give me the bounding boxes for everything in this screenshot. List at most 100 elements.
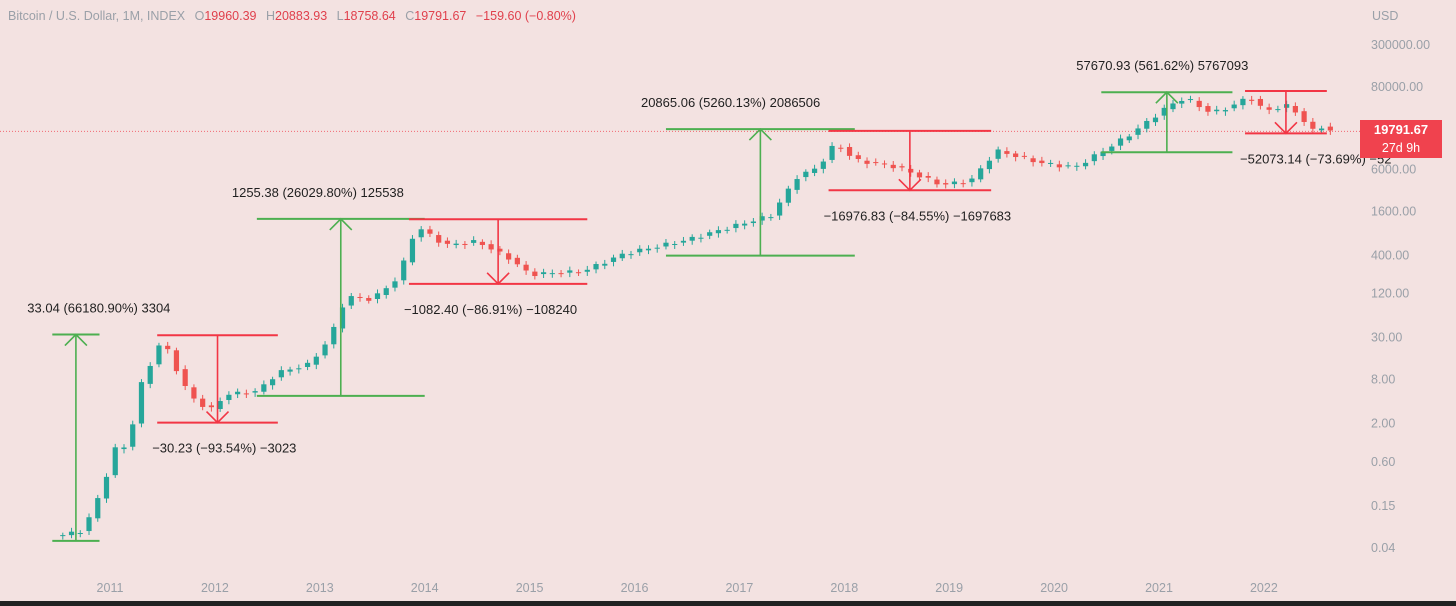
y-tick-label: 0.60 — [1371, 455, 1395, 469]
candle-body — [374, 293, 381, 299]
y-tick-label: 6000.00 — [1371, 162, 1416, 176]
x-tick-label: 2018 — [830, 581, 858, 595]
measure-label: 20865.06 (5260.13%) 2086506 — [641, 95, 820, 110]
last-price-badge: 19791.67 27d 9h — [1360, 120, 1442, 158]
candle-body — [60, 535, 66, 537]
candle-body — [1100, 151, 1106, 157]
candle-body — [1231, 104, 1237, 109]
candle-body — [1152, 117, 1159, 123]
candle-body — [820, 161, 826, 169]
candle-body — [558, 273, 564, 275]
candle-body — [1275, 109, 1281, 111]
candle-countdown: 27d 9h — [1381, 141, 1421, 155]
candle-body — [217, 401, 223, 410]
measure-arrowhead — [1274, 121, 1298, 135]
measure-arrowhead — [898, 178, 922, 192]
x-tick-label: 2021 — [1145, 581, 1173, 595]
candle-body — [610, 257, 617, 262]
candle-body — [1082, 162, 1089, 167]
candle-body — [986, 160, 993, 170]
ohlc-header: Bitcoin / U.S. Dollar, 1M, INDEX O19960.… — [8, 9, 576, 23]
candle-body — [235, 391, 241, 395]
candle-body — [715, 230, 722, 234]
candle-body — [698, 237, 704, 239]
symbol-title: Bitcoin / U.S. Dollar, 1M, INDEX — [8, 9, 186, 23]
y-tick-label: 0.04 — [1371, 541, 1395, 555]
candle-body — [1056, 164, 1062, 168]
y-tick-label: 80000.00 — [1371, 80, 1423, 94]
open-label: O — [194, 9, 205, 23]
candle-body — [934, 179, 940, 185]
candle-body — [899, 166, 905, 168]
candle-body — [803, 171, 809, 178]
candle-body — [479, 241, 485, 245]
measure-label: 33.04 (66180.90%) 3304 — [27, 301, 170, 316]
candle-body — [969, 178, 975, 183]
candle-body — [855, 155, 861, 159]
candle-body — [811, 168, 818, 173]
candle-body — [357, 296, 363, 298]
candle-body — [1205, 106, 1211, 112]
candle-body — [383, 288, 389, 295]
measure-label: −16976.83 (−84.55%) −1697683 — [824, 208, 1012, 223]
candle-body — [514, 257, 520, 265]
x-tick-label: 2012 — [201, 581, 229, 595]
candle-body — [436, 235, 442, 243]
y-tick-label: 1600.00 — [1371, 204, 1416, 218]
high-label: H — [265, 9, 276, 23]
candle-body — [777, 202, 783, 216]
y-axis: 300000.00 80000.00 6000.00 1600.00 400.00 120… — [1371, 38, 1430, 555]
candle-body — [1021, 155, 1027, 157]
candle-body — [348, 296, 354, 306]
measure-arrowhead — [64, 333, 88, 347]
y-tick-label: 300000.00 — [1371, 38, 1430, 52]
candle-body — [1187, 99, 1194, 101]
candle-body — [418, 229, 424, 238]
candle-body — [532, 271, 538, 277]
y-tick-label: 8.00 — [1371, 373, 1395, 387]
candle-body — [1301, 111, 1307, 123]
candles — [60, 95, 1333, 540]
candle-body — [112, 447, 118, 476]
measure-arrowhead — [748, 127, 772, 141]
candle-body — [1179, 100, 1185, 104]
measurements: 33.04 (66180.90%) 3304 −30.23 (−93.54%) −… — [27, 58, 1391, 542]
candle-body — [506, 253, 512, 260]
candle-body — [409, 238, 416, 263]
candle-body — [768, 217, 774, 219]
candle-body — [182, 369, 188, 386]
candle-body — [1126, 136, 1132, 141]
candle-body — [147, 365, 153, 384]
candle-body — [1004, 151, 1010, 154]
x-tick-label: 2019 — [935, 581, 963, 595]
candle-body — [339, 307, 346, 329]
candle-body — [750, 221, 756, 224]
candle-body — [252, 391, 258, 393]
candle-body — [296, 368, 302, 370]
candle-body — [619, 253, 625, 259]
candle-body — [313, 356, 319, 365]
x-tick-label: 2015 — [516, 581, 544, 595]
x-tick-label: 2011 — [97, 581, 124, 595]
candle-body — [165, 345, 171, 350]
candle-body — [908, 168, 914, 173]
low-label: L — [336, 9, 344, 23]
low-value: 18758.64 — [343, 9, 396, 23]
candle-body — [943, 183, 949, 185]
candle-body — [138, 382, 145, 424]
candle-body — [742, 223, 748, 226]
candle-body — [680, 240, 687, 243]
candle-body — [864, 160, 870, 164]
candle-body — [672, 243, 678, 245]
y-tick-label: 0.15 — [1371, 499, 1395, 513]
candle-body — [1310, 121, 1316, 129]
candle-body — [191, 387, 197, 399]
candle-body — [1222, 110, 1229, 112]
candle-body — [471, 240, 477, 243]
measure-label: 1255.38 (26029.80%) 125538 — [232, 185, 404, 200]
candle-body — [628, 254, 634, 256]
candle-body — [733, 223, 739, 229]
candle-body — [200, 398, 206, 407]
